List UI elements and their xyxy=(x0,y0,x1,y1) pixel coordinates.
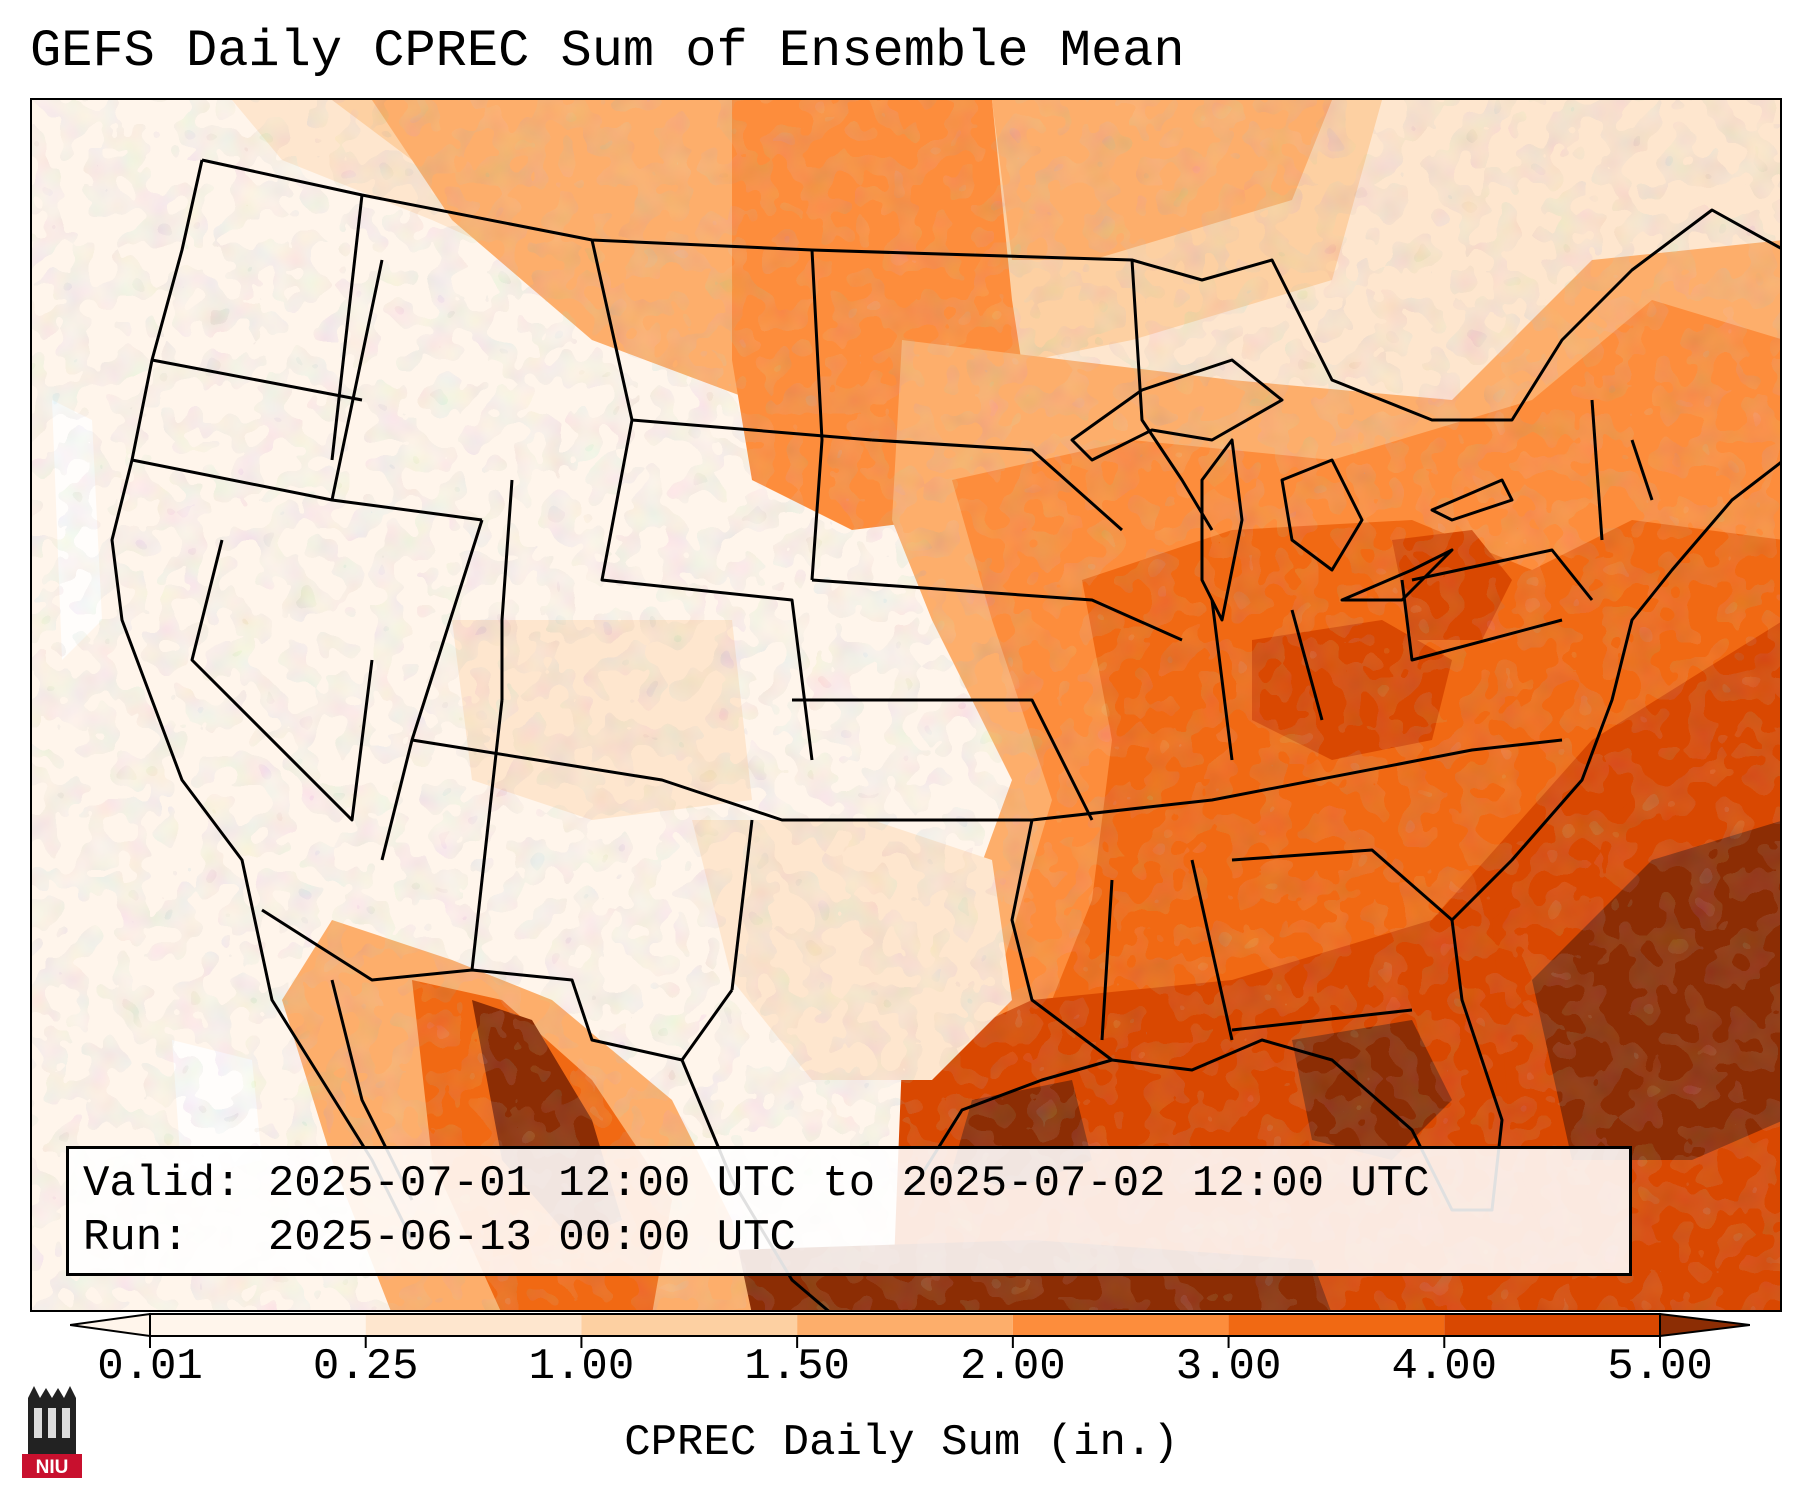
precip-texture xyxy=(32,100,1780,1310)
colorbar-tick-label: 0.01 xyxy=(97,1342,203,1392)
colorbar-segment xyxy=(1228,1314,1445,1336)
colorbar-tick-label: 0.25 xyxy=(312,1342,419,1392)
colorbar-tick-label: 3.00 xyxy=(1175,1342,1282,1392)
valid-time: 2025-07-01 12:00 UTC to 2025-07-02 12:00… xyxy=(267,1159,1430,1209)
lake-michigan xyxy=(1200,438,1244,622)
lake-ontario xyxy=(1430,478,1514,522)
run-info-box: Valid: 2025-07-01 12:00 UTC to 2025-07-0… xyxy=(66,1146,1632,1276)
colorbar-tick-label: 5.00 xyxy=(1607,1342,1713,1392)
colorbar-extend-high xyxy=(1659,1312,1750,1338)
logo-badge xyxy=(22,1454,82,1478)
colorbar-extend-low xyxy=(70,1312,151,1338)
colorbar-segment xyxy=(581,1314,798,1336)
colorbar-tick-label: 1.50 xyxy=(744,1342,850,1392)
colorbar-tick-label: 1.00 xyxy=(528,1342,635,1392)
lake-huron xyxy=(1280,458,1364,572)
colorbar-label: CPREC Daily Sum (in.) xyxy=(624,1418,1179,1468)
colorbar-segment xyxy=(797,1314,1013,1336)
run-label: Run: xyxy=(83,1213,189,1263)
map-canvas xyxy=(32,100,1780,1310)
colorbar-tick-label: 2.00 xyxy=(960,1342,1066,1392)
colorbar-segment xyxy=(150,1314,366,1336)
run-time: 2025-06-13 00:00 UTC xyxy=(267,1213,796,1263)
colorbar-frame xyxy=(149,1313,1661,1337)
niu-logo: NIU xyxy=(22,1386,82,1478)
colorbar-segment xyxy=(365,1314,582,1336)
colorbar-segment xyxy=(1444,1314,1660,1336)
lake-erie xyxy=(1340,548,1454,602)
colorbar xyxy=(70,1312,1750,1348)
precipitation-map xyxy=(30,98,1782,1312)
map-title: GEFS Daily CPREC Sum of Ensemble Mean xyxy=(30,22,1185,81)
logo-text: NIU xyxy=(36,1457,69,1478)
lake-superior xyxy=(1070,358,1284,462)
colorbar-segment xyxy=(1012,1314,1229,1336)
state-boundaries xyxy=(110,158,1780,1310)
valid-label: Valid: xyxy=(83,1159,242,1209)
us-canada-border xyxy=(201,158,1780,422)
colorbar-tick-label: 4.00 xyxy=(1391,1342,1498,1392)
